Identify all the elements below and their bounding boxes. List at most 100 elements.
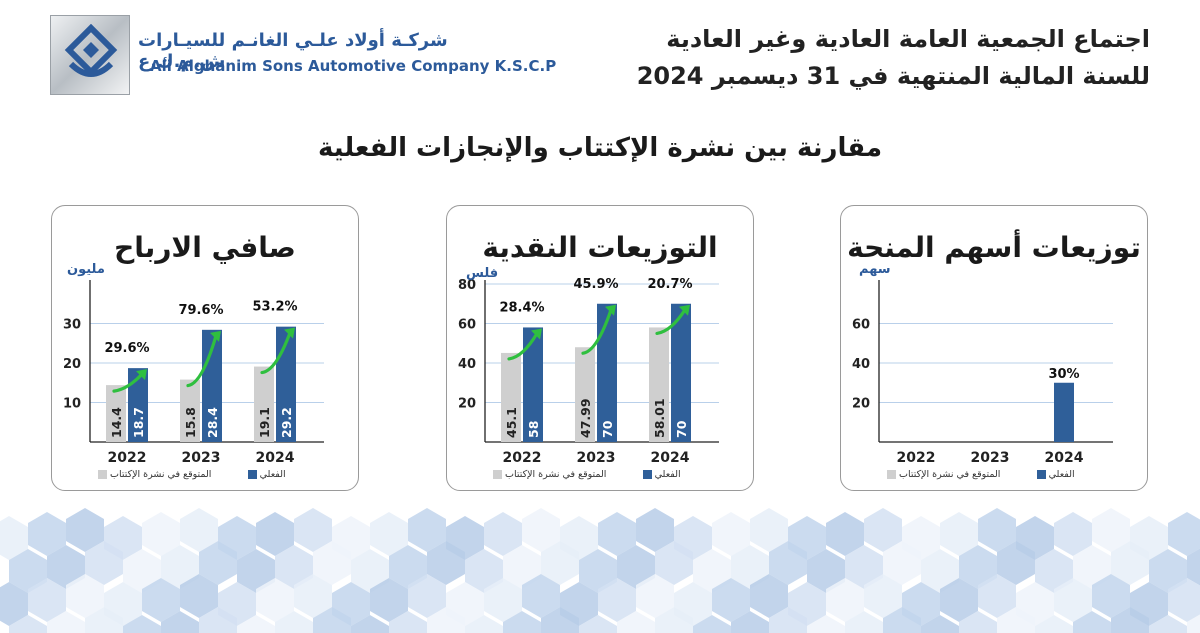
unit-label: سهم — [859, 262, 891, 277]
cash-dividends-chart: 20 40 60 80 2022 2023 2024 45.1 58 28.4% 47.99 70 45… — [458, 277, 719, 466]
pattern-hexagon — [123, 615, 161, 633]
pattern-hexagon — [1168, 578, 1200, 622]
pattern-hexagon — [769, 541, 807, 585]
legend-swatch-actual — [1036, 470, 1046, 479]
chart-card-net-profit: صافي الارباح 10 20 30 2022 2023 2024 14.4 18.7 2… — [51, 205, 359, 491]
pattern-hexagon — [47, 545, 85, 589]
pattern-hexagon — [66, 574, 104, 618]
legend-swatch-actual — [642, 470, 652, 479]
pattern-hexagon — [579, 615, 617, 633]
pattern-hexagon — [1092, 508, 1130, 552]
data-label-expected: 15.8 — [183, 407, 198, 438]
data-label-expected: 19.1 — [257, 407, 272, 438]
pattern-hexagon — [750, 508, 788, 552]
pattern-hexagon — [351, 549, 389, 593]
x-tick-label: 2024 — [256, 450, 295, 466]
pattern-hexagon — [1187, 548, 1200, 586]
pattern-hexagon — [123, 549, 161, 593]
legend-label-actual: الفعلي — [259, 469, 286, 480]
chart-legend: الفعلي المتوقع في نشرة الإكتتاب — [490, 469, 681, 480]
bar-expected — [106, 385, 126, 442]
y-tick-label: 20 — [63, 357, 81, 372]
pattern-hexagon — [1054, 578, 1092, 622]
pattern-hexagon — [199, 541, 237, 585]
x-tick-label: 2023 — [182, 450, 221, 466]
pattern-hexagon — [712, 512, 750, 556]
pattern-hexagon — [408, 508, 446, 552]
growth-arrow-head — [531, 328, 542, 340]
pattern-hexagon — [807, 549, 845, 593]
data-label-actual: 70 — [600, 420, 615, 438]
pattern-hexagon — [256, 512, 294, 556]
pattern-hexagon — [484, 512, 522, 556]
y-tick-label: 40 — [458, 357, 476, 372]
growth-arrow-head — [210, 330, 221, 342]
data-label-expected: 58.01 — [652, 398, 667, 438]
bar-actual — [671, 303, 691, 442]
pattern-hexagon — [1073, 545, 1111, 589]
pattern-hexagon — [161, 611, 199, 633]
x-tick-label: 2024 — [651, 450, 690, 466]
pattern-hexagon — [9, 549, 47, 593]
legend-label-expected: المتوقع في نشرة الإكتتاب — [110, 469, 212, 480]
bar-expected — [254, 366, 274, 442]
pattern-hexagon — [66, 508, 104, 552]
growth-arrow-head — [136, 369, 147, 381]
data-label-expected: 45.1 — [504, 407, 519, 438]
pattern-hexagon — [940, 578, 978, 622]
decorative-hexagon-pattern — [0, 508, 1200, 633]
pattern-hexagon — [693, 615, 731, 633]
logo-icon — [64, 24, 118, 77]
legend-swatch-actual — [247, 470, 257, 479]
pattern-hexagon — [807, 615, 845, 633]
y-tick-label: 80 — [458, 278, 476, 293]
pattern-hexagon — [636, 574, 674, 618]
growth-percent-label: 45.9% — [573, 277, 618, 292]
x-tick-label: 2024 — [1045, 450, 1084, 466]
legend-swatch-expected — [98, 470, 107, 479]
legend-swatch-expected — [493, 470, 502, 479]
pattern-hexagon — [978, 508, 1016, 552]
pattern-hexagon — [1111, 607, 1149, 633]
y-tick-label: 30 — [63, 318, 81, 333]
pattern-hexagon — [294, 508, 332, 552]
pattern-hexagon — [826, 578, 864, 622]
pattern-hexagon — [655, 541, 693, 585]
pattern-hexagon — [1054, 512, 1092, 556]
x-tick-label: 2022 — [503, 450, 542, 466]
pattern-hexagon — [389, 545, 427, 589]
bar-expected — [575, 347, 595, 442]
pattern-hexagon — [598, 578, 636, 622]
meeting-title: اجتماع الجمعية العامة العادية وغير العاد… — [666, 25, 1150, 53]
chart-title: توزيعات أسهم المنحة — [847, 231, 1141, 264]
pattern-hexagon — [921, 615, 959, 633]
pattern-hexagon — [845, 611, 883, 633]
pattern-hexagon — [370, 578, 408, 622]
data-label-actual: 58 — [526, 421, 541, 438]
pattern-hexagon — [85, 607, 123, 633]
pattern-hexagon — [28, 512, 66, 556]
pattern-hexagon — [864, 508, 902, 552]
pattern-hexagon — [940, 512, 978, 556]
pattern-hexagon — [883, 607, 921, 633]
bar-actual — [597, 303, 617, 442]
pattern-hexagon — [1149, 549, 1187, 593]
pattern-hexagon — [883, 541, 921, 585]
pattern-hexagon — [769, 607, 807, 633]
pattern-hexagon — [256, 578, 294, 622]
y-tick-label: 20 — [458, 397, 476, 412]
legend-label-actual: الفعلي — [1048, 469, 1075, 480]
pattern-hexagon — [313, 607, 351, 633]
pattern-hexagon — [313, 541, 351, 585]
pattern-hexagon — [636, 508, 674, 552]
pattern-hexagon — [427, 607, 465, 633]
pattern-hexagon — [617, 545, 655, 589]
pattern-hexagon — [522, 508, 560, 552]
growth-percent-label: 79.6% — [178, 303, 223, 318]
x-tick-label: 2022 — [108, 450, 147, 466]
pattern-hexagon — [237, 615, 275, 633]
data-label-actual: 28.4 — [205, 407, 220, 438]
bar-expected — [649, 327, 669, 442]
pattern-hexagon — [1149, 615, 1187, 633]
pattern-hexagon — [731, 545, 769, 589]
